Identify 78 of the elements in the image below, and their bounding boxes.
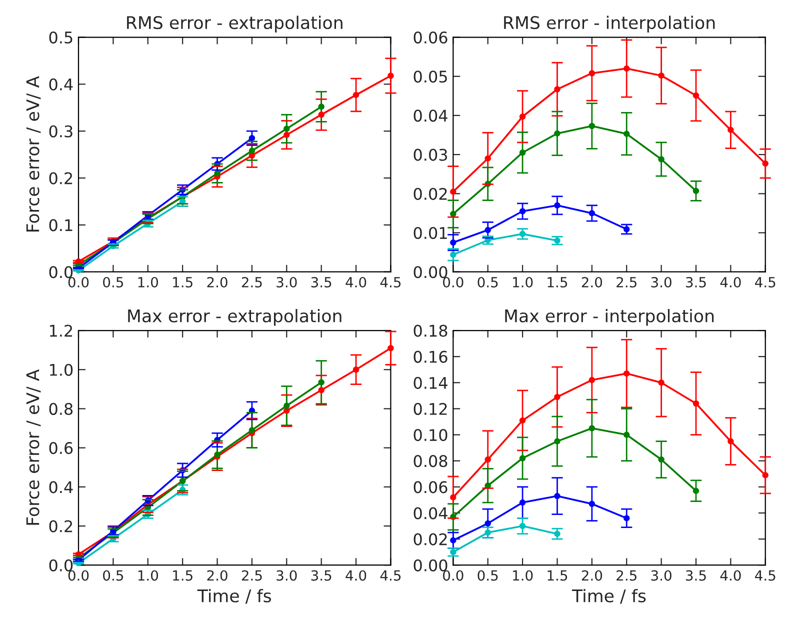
chart-title: Max error - extrapolation [128,308,342,326]
x-tick-label: 2.5 [242,570,262,581]
x-axis-title: Time / fs [572,588,646,604]
x-tick-label: 1.0 [138,570,158,581]
y-tick-label: 0.2 [49,172,72,184]
y-tick-label: 0.8 [49,402,73,416]
y-tick-label: 0.18 [414,324,448,337]
x-tick-label: 4.0 [720,276,741,288]
x-tick-label: 4.5 [380,570,401,581]
chart-title: RMS error - interpolation [504,16,715,33]
x-tick-label: 2.0 [207,570,228,581]
x-tick-label: 4.0 [346,276,366,288]
x-tick-label: 2.0 [207,276,228,288]
y-tick-label: 0.6 [49,442,73,454]
y-tick-label: 0.16 [414,350,448,363]
y-tick-label: 0.00 [414,266,448,278]
x-tick-label: 3.0 [276,570,297,581]
x-tick-label: 1.0 [513,276,533,288]
y-tick-label: 0.4 [49,78,73,90]
y-tick-label: 0.12 [414,402,447,416]
x-tick-label: 2.5 [616,570,636,581]
x-tick-label: 1.5 [548,277,568,288]
y-axis-title: Force error / eV/ A [26,76,41,232]
chart-title: RMS error - extrapolation [127,16,342,33]
x-tick-label: 2.0 [582,570,602,581]
x-axis-title: Time / fs [197,588,272,604]
x-tick-label: 0.0 [68,276,89,288]
y-tick-label: 0.08 [414,455,448,468]
y-tick-label: 1.2 [50,324,72,337]
x-tick-label: 0.0 [443,570,464,581]
x-tick-label: 0.5 [478,276,498,288]
x-tick-label: 4.0 [346,570,366,581]
x-tick-label: 2.0 [582,276,602,288]
x-tick-label: 3.0 [651,570,672,581]
y-tick-label: 0.1 [49,219,72,232]
y-tick-label: 0.2 [49,520,72,532]
y-tick-label: 0.02 [414,533,447,546]
x-tick-label: 1.5 [548,570,568,581]
y-tick-label: 0.04 [414,110,448,122]
y-tick-label: 0.06 [414,481,448,494]
x-tick-label: 4.5 [755,570,776,581]
x-tick-label: 3.5 [311,276,332,288]
y-tick-label: 0.02 [414,188,447,200]
x-tick-label: 3.0 [651,276,672,288]
y-tick-label: 0.10 [414,428,448,442]
x-tick-label: 3.5 [686,570,706,581]
x-tick-label: 0.5 [103,570,124,581]
y-tick-label: 0.0 [49,266,73,278]
y-tick-label: 1.0 [50,364,73,376]
x-tick-label: 2.5 [242,276,262,288]
chart-title: Max error - interpolation [505,308,714,326]
y-tick-label: 0.03 [414,148,448,161]
y-tick-label: 0.05 [414,70,447,83]
x-tick-label: 4.0 [720,570,741,581]
y-tick-label: 0.3 [49,125,72,138]
y-tick-label: 0.00 [414,559,448,572]
x-tick-label: 0.5 [103,276,124,288]
x-tick-label: 3.0 [276,276,297,288]
x-tick-label: 2.5 [616,276,636,288]
y-tick-label: 0.06 [414,31,448,44]
x-tick-label: 1.0 [138,276,158,288]
y-tick-label: 0.5 [49,31,72,44]
y-tick-label: 0.04 [414,507,448,520]
x-tick-label: 1.0 [513,570,533,581]
x-tick-label: 4.5 [755,277,776,288]
y-tick-label: 0.4 [49,481,73,494]
x-tick-label: 0.0 [443,276,464,288]
x-tick-label: 0.0 [68,570,89,581]
x-tick-label: 0.5 [478,570,498,581]
x-tick-label: 4.5 [380,277,401,288]
y-tick-label: 0.14 [414,376,448,389]
x-tick-label: 3.5 [311,570,332,581]
y-tick-label: 0.0 [49,559,73,572]
y-axis-title: Force error / eV/ A [26,369,41,525]
x-tick-label: 3.5 [686,276,706,288]
x-tick-label: 1.5 [173,277,192,288]
x-tick-label: 1.5 [173,570,192,581]
y-tick-label: 0.01 [414,226,447,240]
